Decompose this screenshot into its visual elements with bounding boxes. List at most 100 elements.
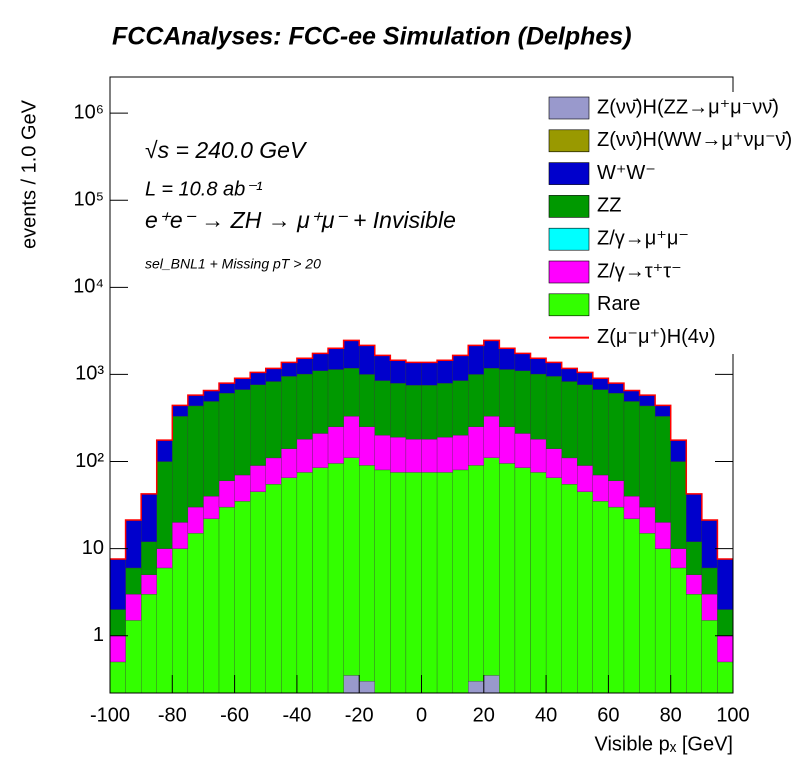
chart-title: FCCAnalyses: FCC-ee Simulation (Delphes): [112, 23, 632, 51]
bar-segment: [265, 457, 282, 485]
bar-segment: [312, 467, 329, 694]
legend-label: Z/γ→μ⁺μ⁻: [597, 227, 689, 249]
annotation: e⁺e⁻ → ZH → μ⁺μ⁻ + Invisible: [145, 207, 456, 233]
bar-segment: [390, 472, 407, 694]
bar-segment: [701, 594, 718, 621]
y-tick-label: 10⁵: [73, 189, 104, 211]
bar-segment: [125, 620, 142, 694]
legend-swatch: [548, 195, 590, 218]
bar-segment: [156, 440, 173, 462]
bar-segment: [545, 376, 562, 449]
legend-swatch: [548, 162, 590, 185]
x-tick-label: -20: [345, 704, 374, 726]
bar-segment: [296, 439, 313, 473]
bar-segment: [359, 374, 375, 427]
bar-segment: [670, 461, 687, 549]
bar-segment: [172, 405, 189, 417]
bar-segment: [468, 374, 484, 427]
bar-segment: [468, 345, 484, 375]
bar-segment: [156, 567, 173, 694]
bar-segment: [561, 381, 578, 459]
bar-segment: [359, 426, 375, 466]
bar-segment: [483, 416, 500, 458]
bar-segment: [530, 472, 547, 694]
bar-segment: [374, 355, 391, 381]
bar-segment: [717, 609, 734, 636]
bar-segment: [654, 405, 671, 417]
bar-segment: [343, 457, 360, 676]
bar-segment: [343, 368, 360, 417]
bar-segment: [234, 378, 251, 390]
x-tick-label: -60: [220, 704, 249, 726]
bar-segment: [670, 567, 687, 694]
bar-segment: [436, 360, 453, 384]
legend-swatch: [548, 293, 590, 317]
bar-segment: [327, 348, 344, 370]
bar-segment: [405, 472, 422, 694]
bar-segment: [312, 370, 329, 434]
bar-segment: [390, 360, 407, 384]
bar-segment: [234, 501, 251, 694]
bar-segment: [421, 385, 438, 440]
legend-swatch: [548, 96, 590, 120]
bar-segment: [654, 548, 671, 694]
bar-segment: [265, 381, 282, 459]
bar-segment: [421, 362, 438, 386]
bar-segment: [359, 465, 375, 682]
bar-segment: [359, 681, 375, 694]
bar-segment: [156, 461, 173, 549]
legend-label: Z(μ⁻μ⁺)H(4ν): [597, 326, 716, 348]
legend-swatch: [548, 129, 590, 153]
bar-segment: [187, 506, 204, 534]
bar-segment: [281, 362, 298, 377]
bar-segment: [483, 368, 500, 417]
bar-segment: [140, 494, 157, 542]
y-axis-label: events / 1.0 GeV: [18, 99, 40, 249]
bar-segment: [140, 594, 157, 694]
bar-segment: [218, 506, 235, 694]
bar-segment: [530, 373, 547, 440]
bar-segment: [686, 494, 703, 542]
bar-segment: [125, 594, 142, 621]
bar-segment: [623, 401, 640, 497]
bar-segment: [109, 559, 126, 610]
y-tick-label: 10: [82, 537, 104, 559]
bar-segment: [499, 426, 516, 464]
bar-segment: [468, 465, 484, 682]
x-tick-label: 40: [535, 704, 557, 726]
bar-segment: [623, 496, 640, 519]
bar-segment: [421, 472, 438, 694]
bar-segment: [421, 439, 438, 473]
bar-segment: [343, 340, 360, 369]
bar-segment: [343, 416, 360, 458]
bar-segment: [717, 661, 734, 694]
bar-segment: [468, 681, 484, 694]
bar-segment: [639, 405, 656, 508]
bar-segment: [218, 480, 235, 508]
bar-segment: [390, 383, 407, 438]
bar-segment: [203, 401, 220, 497]
x-axis-label: Visible pₓ [GeV]: [595, 733, 734, 755]
bar-segment: [405, 362, 422, 386]
bar-segment: [452, 380, 469, 436]
bar-segment: [436, 383, 453, 438]
x-tick-label: 100: [716, 704, 749, 726]
bar-segment: [405, 385, 422, 440]
y-tick-label: 10⁴: [73, 276, 104, 298]
bar-segment: [343, 675, 360, 694]
bar-segment: [701, 567, 718, 595]
legend-label: Z/γ→τ⁺τ⁻: [597, 260, 682, 282]
bar-segment: [561, 457, 578, 485]
bar-segment: [545, 477, 562, 694]
bar-segment: [109, 609, 126, 636]
legend-swatch: [548, 260, 590, 284]
bar-segment: [468, 426, 484, 466]
bar-segment: [577, 384, 593, 466]
bar-segment: [561, 483, 578, 694]
bar-segment: [234, 389, 251, 476]
bar-segment: [592, 389, 609, 476]
bar-segment: [296, 373, 313, 440]
bar-segment: [452, 469, 469, 694]
bar-segment: [545, 448, 562, 478]
bar-segment: [577, 491, 593, 694]
